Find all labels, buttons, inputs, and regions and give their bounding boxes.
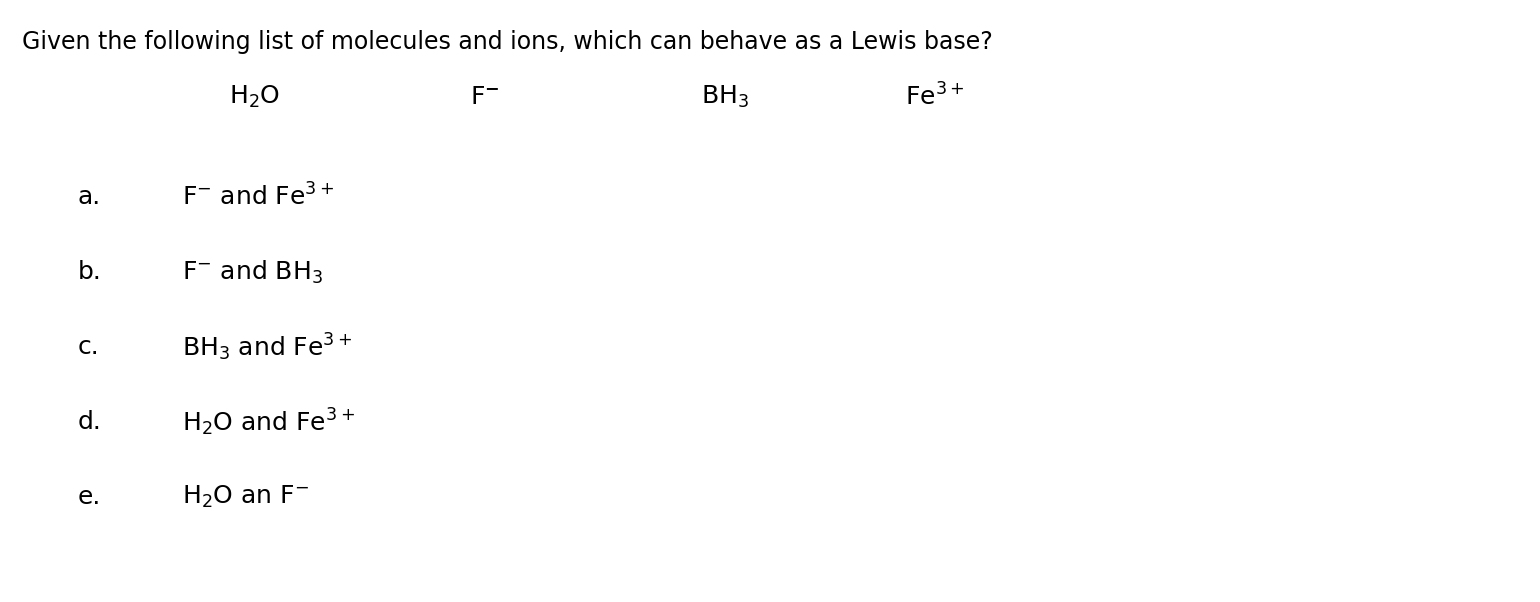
Text: c.: c. bbox=[79, 335, 100, 359]
Text: F$^{-}$ and Fe$^{3+}$: F$^{-}$ and Fe$^{3+}$ bbox=[182, 184, 334, 211]
Text: F$^{\mathbf{-}}$: F$^{\mathbf{-}}$ bbox=[470, 85, 499, 109]
Text: d.: d. bbox=[79, 410, 102, 434]
Text: Fe$^{3+}$: Fe$^{3+}$ bbox=[906, 84, 964, 111]
Text: F$^{-}$ and BH$_3$: F$^{-}$ and BH$_3$ bbox=[182, 258, 323, 285]
Text: a.: a. bbox=[79, 185, 102, 209]
Text: BH$_3$ and Fe$^{3+}$: BH$_3$ and Fe$^{3+}$ bbox=[182, 331, 353, 362]
Text: e.: e. bbox=[79, 485, 102, 509]
Text: b.: b. bbox=[79, 260, 102, 284]
Text: BH$_3$: BH$_3$ bbox=[701, 84, 748, 110]
Text: H$_2$O an F$^{-}$: H$_2$O an F$^{-}$ bbox=[182, 484, 310, 510]
Text: H$_2$O: H$_2$O bbox=[229, 84, 280, 110]
Text: H$_2$O and Fe$^{3+}$: H$_2$O and Fe$^{3+}$ bbox=[182, 406, 354, 438]
Text: Given the following list of molecules and ions, which can behave as a Lewis base: Given the following list of molecules an… bbox=[22, 30, 993, 54]
